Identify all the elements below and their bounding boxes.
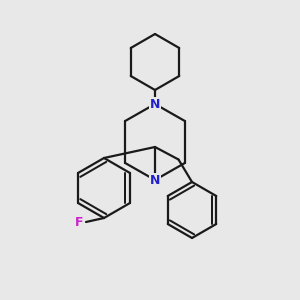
Text: N: N <box>150 98 160 110</box>
Text: F: F <box>75 215 83 229</box>
Text: N: N <box>150 173 160 187</box>
